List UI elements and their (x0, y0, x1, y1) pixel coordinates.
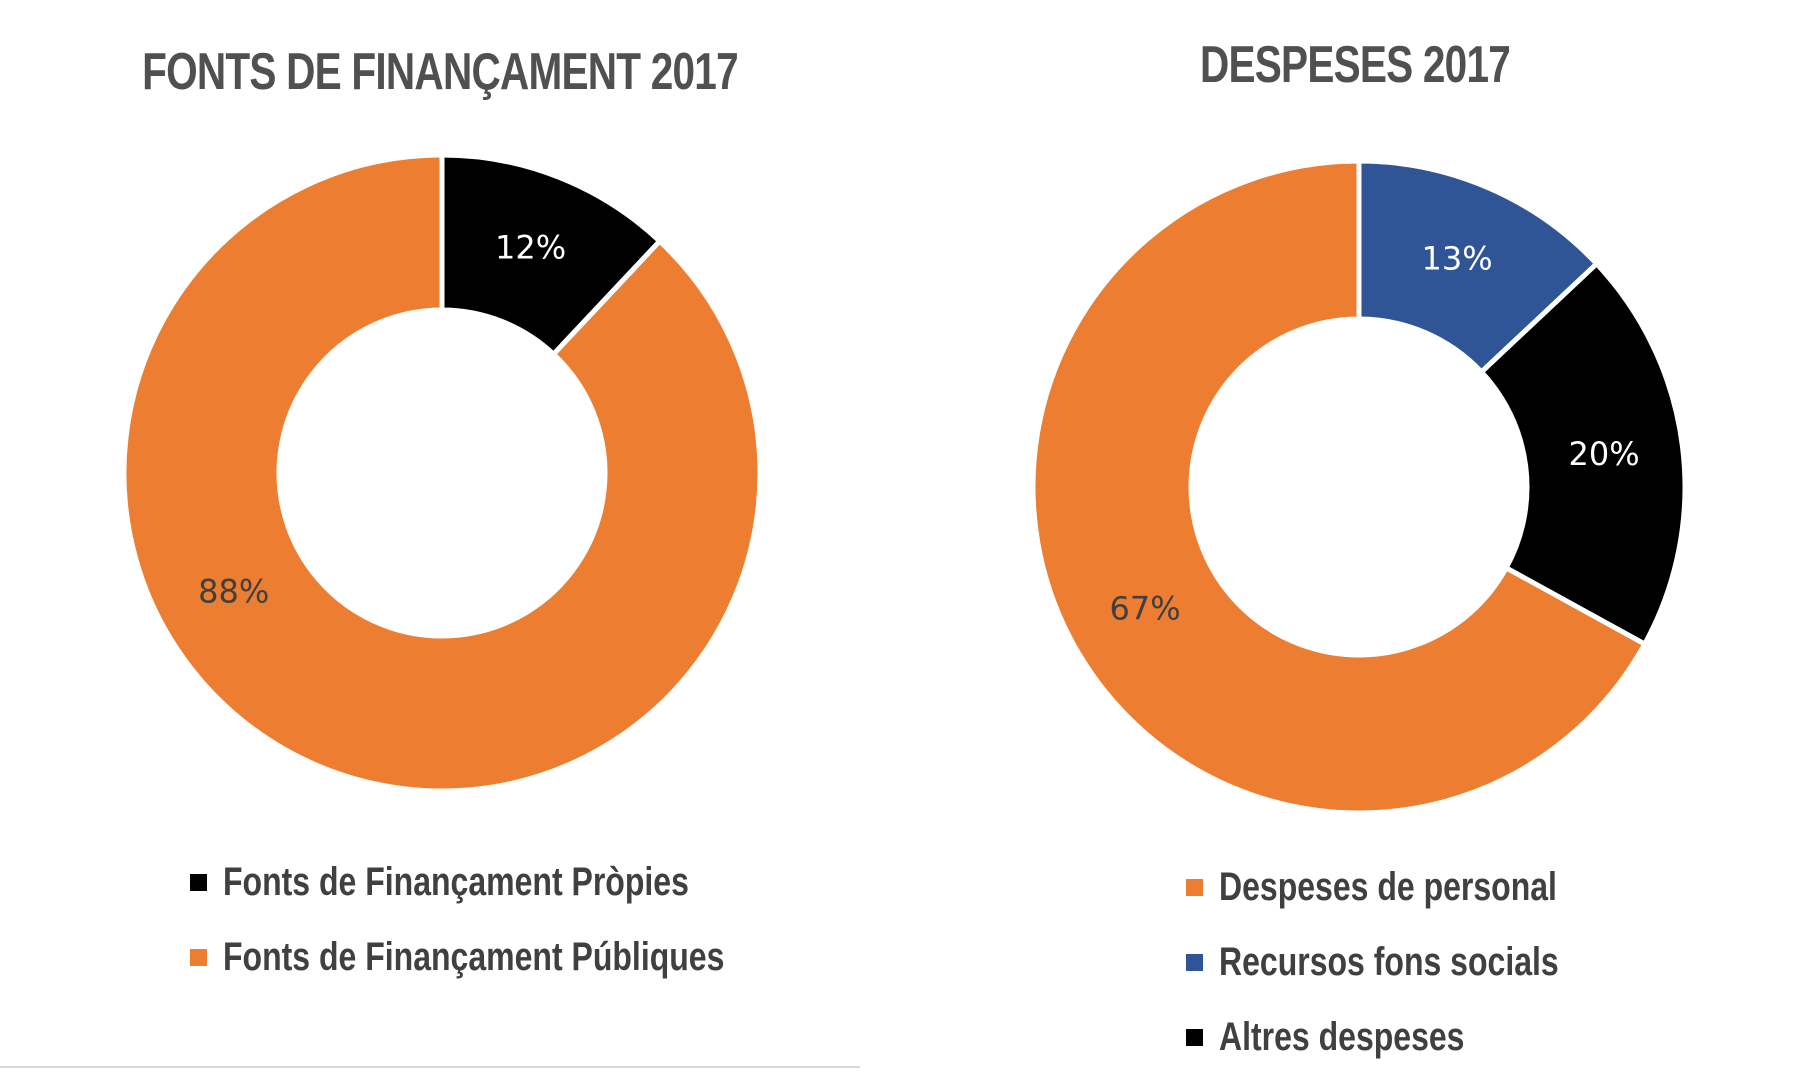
legend-item-fons-socials: Recursos fons socials (1186, 925, 1644, 1000)
legend-label: Fonts de Finançament Públiques (223, 935, 725, 979)
data-label-0: 12% (495, 228, 566, 266)
legend-swatch (190, 874, 207, 891)
donut-slice-1 (1477, 260, 1688, 648)
legend-swatch (190, 949, 207, 966)
legend-label: Fonts de Finançament Pròpies (223, 860, 689, 904)
donut-slice-0 (439, 152, 664, 358)
legend-label: Despeses de personal (1219, 865, 1557, 909)
data-label-1: 20% (1568, 435, 1639, 473)
chart-title-funding: FONTS DE FINANÇAMENT 2017 (142, 43, 739, 101)
bottom-divider (0, 1066, 860, 1068)
data-label-0: 13% (1422, 239, 1493, 277)
legend-swatch (1186, 879, 1203, 896)
legend-item-propies: Fonts de Finançament Pròpies (190, 845, 850, 920)
legend-funding: Fonts de Finançament Pròpies Fonts de Fi… (190, 845, 850, 995)
legend-swatch (1186, 1029, 1203, 1046)
legend-label: Recursos fons socials (1219, 940, 1559, 984)
legend-expenses: Despeses de personal Recursos fons socia… (1186, 850, 1644, 1075)
donut-chart-expenses: 13% 20% 67% (1030, 158, 1688, 816)
legend-item-personal: Despeses de personal (1186, 850, 1644, 925)
legend-item-publiques: Fonts de Finançament Públiques (190, 920, 850, 995)
donut-slice-1 (121, 152, 763, 794)
chart-title-expenses: DESPESES 2017 (1199, 36, 1511, 94)
legend-swatch (1186, 954, 1203, 971)
data-label-2: 67% (1110, 590, 1181, 628)
donut-chart-funding: 12% 88% (121, 152, 763, 794)
donut-slice-2 (1030, 158, 1649, 816)
data-label-1: 88% (198, 572, 269, 610)
legend-item-altres: Altres despeses (1186, 1000, 1644, 1075)
legend-label: Altres despeses (1219, 1015, 1465, 1059)
